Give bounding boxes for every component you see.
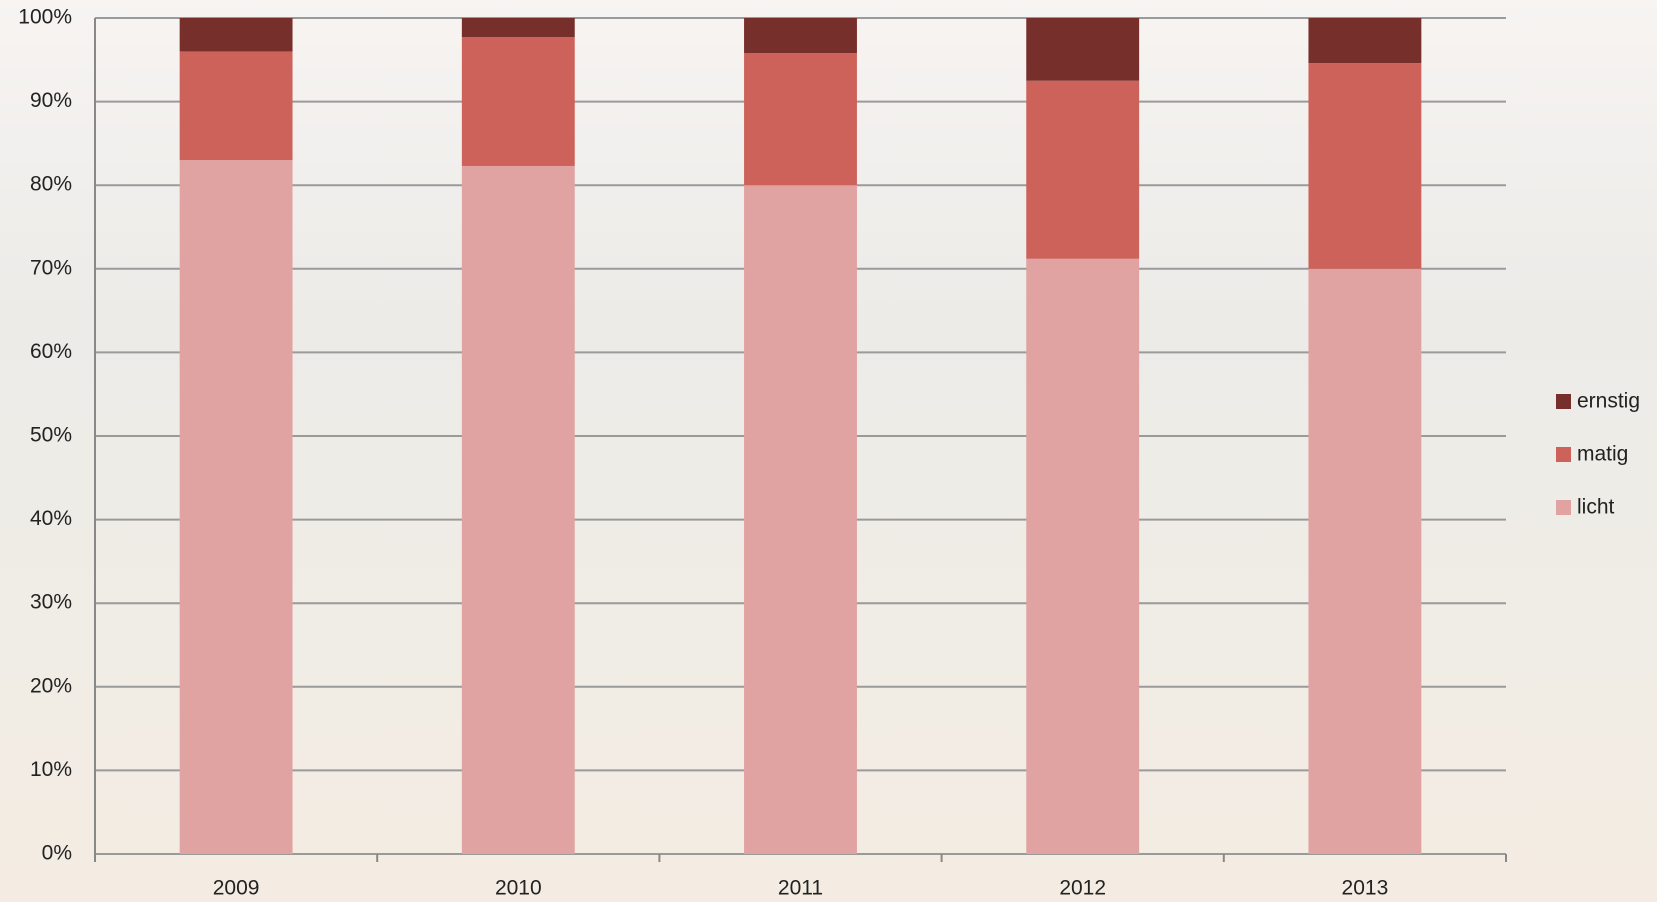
bar-segment bbox=[1026, 18, 1139, 81]
bar-segment bbox=[462, 37, 575, 166]
bar-segment bbox=[1308, 18, 1421, 63]
legend-swatch bbox=[1556, 447, 1571, 462]
legend-swatch bbox=[1556, 394, 1571, 409]
legend-label: matig bbox=[1577, 443, 1628, 466]
chart: 0% 10% 20% 30% 40% 50% 60% 70% 80% 90% 100% 2009 201… bbox=[0, 0, 1657, 902]
bar-segment bbox=[744, 185, 857, 854]
y-tick-label: 90% bbox=[30, 89, 72, 112]
x-tick-label: 2010 bbox=[495, 877, 542, 900]
y-tick-label: 100% bbox=[18, 6, 72, 29]
x-tick-label: 2013 bbox=[1342, 877, 1389, 900]
x-tick-label: 2011 bbox=[778, 877, 823, 900]
y-tick-label: 20% bbox=[30, 674, 72, 697]
y-tick-label: 50% bbox=[30, 424, 72, 447]
page: 0% 10% 20% 30% 40% 50% 60% 70% 80% 90% 100% 2009 201… bbox=[0, 0, 1657, 902]
bar-segment bbox=[744, 18, 857, 53]
bar-segment bbox=[1308, 269, 1421, 854]
y-tick-label: 60% bbox=[30, 340, 72, 363]
legend-swatch bbox=[1556, 500, 1571, 515]
bar-segment bbox=[1026, 81, 1139, 259]
bar-segment bbox=[180, 18, 293, 51]
y-tick-label: 40% bbox=[30, 507, 72, 530]
y-tick-label: 30% bbox=[30, 591, 72, 614]
legend-label: ernstig bbox=[1577, 390, 1640, 413]
bar-segment bbox=[744, 53, 857, 185]
bar-segment bbox=[180, 51, 293, 160]
bar-segment bbox=[462, 18, 575, 37]
bar-segment bbox=[180, 160, 293, 854]
y-tick-label: 70% bbox=[30, 256, 72, 279]
y-tick-label: 10% bbox=[30, 758, 72, 781]
x-tick-label: 2012 bbox=[1059, 877, 1106, 900]
x-tick-label: 2009 bbox=[213, 877, 260, 900]
bar-segment bbox=[462, 166, 575, 854]
y-tick-label: 0% bbox=[42, 842, 72, 865]
y-tick-label: 80% bbox=[30, 173, 72, 196]
legend-label: licht bbox=[1577, 496, 1615, 519]
bar-segment bbox=[1026, 259, 1139, 854]
bar-segment bbox=[1308, 63, 1421, 269]
